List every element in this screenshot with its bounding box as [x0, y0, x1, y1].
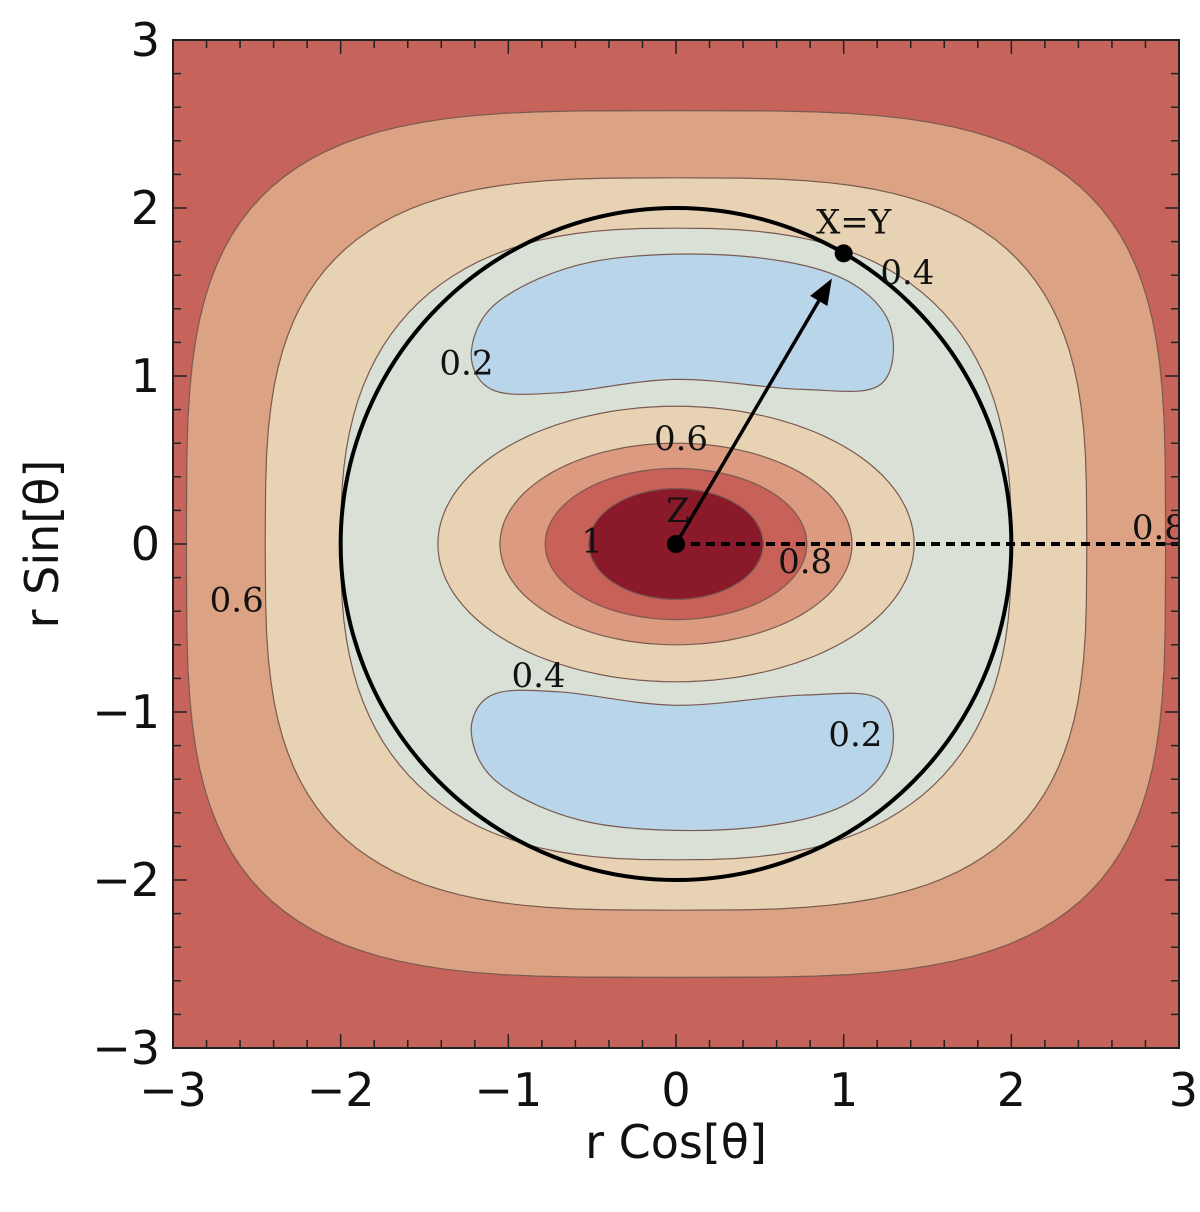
- x-tick-label: 3: [1169, 1063, 1198, 1117]
- y-tick-label: 0: [131, 517, 160, 571]
- contour-label: 0.4: [880, 253, 934, 293]
- point-marker: [667, 535, 685, 553]
- x-tick-label: −1: [474, 1063, 542, 1117]
- axis-ticks: [172, 39, 1180, 1049]
- x-tick-label: 2: [997, 1063, 1026, 1117]
- contour-label: 0.2: [828, 715, 882, 755]
- contour-label: 1: [581, 522, 603, 562]
- vector-arrow-shaft: [674, 300, 821, 545]
- contour-label: 0.2: [439, 344, 493, 384]
- plot-area: X=Y Z 0.4 0.2 0.6 1 0.8 0.6 0.4 0.2 0.8: [173, 40, 1186, 1048]
- contour-label: 0.8: [1132, 508, 1186, 548]
- x-tick-label: −2: [307, 1063, 375, 1117]
- point-marker: [834, 244, 853, 263]
- y-tick-label: −2: [92, 853, 160, 907]
- x-tick-label: −3: [139, 1063, 207, 1117]
- x-axis-label: r Cos[θ]: [585, 1115, 767, 1169]
- y-tick-label: 2: [131, 181, 160, 235]
- contour-label: 0.8: [778, 542, 832, 582]
- x-tick-label: 1: [829, 1063, 858, 1117]
- contour-label: 0.6: [210, 580, 264, 620]
- vector-arrow-head: [810, 278, 832, 307]
- y-axis-label: r Sin[θ]: [15, 460, 69, 629]
- x-tick-label: 0: [661, 1063, 690, 1117]
- contour-lobe-bottom: [470, 689, 894, 832]
- point-label: X=Y: [816, 202, 892, 242]
- contour-label: 0.6: [654, 419, 708, 459]
- y-tick-label: −3: [92, 1021, 160, 1075]
- y-tick-label: −1: [92, 685, 160, 739]
- contour-lobe-top: [470, 253, 894, 395]
- y-tick-label: 1: [131, 349, 160, 403]
- axis-tick-labels: −3 −2 −1 0 1 2 3 −3 −2 −1 0 1 2 3: [92, 13, 1198, 1117]
- y-tick-label: 3: [131, 13, 160, 67]
- contour-label: 0.4: [511, 656, 565, 696]
- point-label: Z: [666, 491, 690, 531]
